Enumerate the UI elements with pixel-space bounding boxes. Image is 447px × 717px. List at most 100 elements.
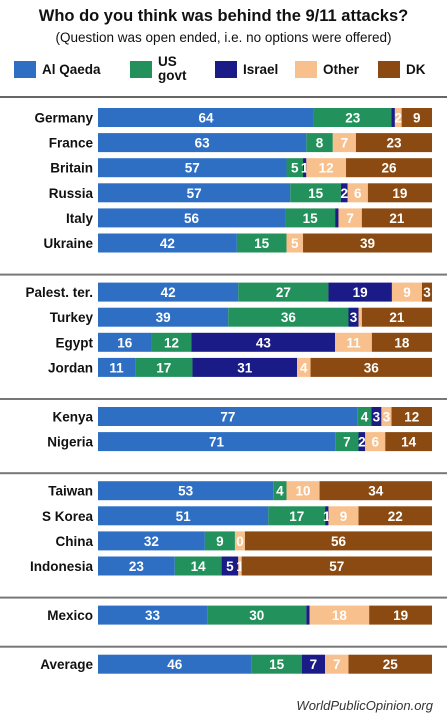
data-label: 7 xyxy=(343,435,351,450)
data-label: 12 xyxy=(164,335,179,350)
bar-segment-china-us-govt xyxy=(204,531,235,551)
data-label: 3 xyxy=(350,310,358,325)
bar-segment-nigeria-us-govt xyxy=(335,432,359,452)
bar-segment-mexico-dk xyxy=(369,605,432,625)
legend-label-other: Other xyxy=(323,61,360,77)
bar-segment-average-other xyxy=(325,654,349,674)
legend: Al Qaeda US govt Israel Other DK xyxy=(0,52,447,96)
data-label: 23 xyxy=(386,136,402,151)
data-label: 12 xyxy=(404,410,419,425)
data-label: 7 xyxy=(333,657,341,672)
bar-segment-indonesia-dk xyxy=(241,556,432,576)
data-label: 16 xyxy=(117,335,133,350)
legend-label-al-qaeda: Al Qaeda xyxy=(42,61,101,77)
data-label: 17 xyxy=(289,509,304,524)
data-label: 51 xyxy=(176,509,192,524)
data-label: 10 xyxy=(296,484,311,499)
bar-segment-egypt-israel xyxy=(191,332,336,352)
bar-row-egypt: Egypt 16 12 43 11 18 xyxy=(55,332,432,352)
data-label: 46 xyxy=(167,657,183,672)
source-credit: WorldPublicOpinion.org xyxy=(296,698,433,713)
data-label: 3 xyxy=(423,285,431,300)
legend-item-israel: Israel xyxy=(215,61,278,78)
bar-segment-kenya-dk xyxy=(391,407,432,426)
bar-segment-russia-other xyxy=(347,183,368,203)
bar-segment-ukraine-other xyxy=(286,233,304,253)
data-label: 11 xyxy=(109,360,124,375)
bar-segment-palest-ter-dk xyxy=(421,282,432,302)
bar-segment-britain-other xyxy=(306,158,347,178)
data-label: 9 xyxy=(403,285,411,300)
data-label: 0 xyxy=(236,534,244,549)
data-label: 2 xyxy=(358,435,366,450)
bar-segment-taiwan-other xyxy=(286,481,320,501)
country-label: Britain xyxy=(50,161,93,176)
group-separator xyxy=(0,645,447,648)
bar-segment-ukraine-dk xyxy=(303,233,432,253)
bar-segment-palest-ter-al-qaeda xyxy=(98,282,239,302)
data-label: 1 xyxy=(301,161,309,176)
bar-row-ukraine: Ukraine 42 15 5 39 xyxy=(43,233,432,253)
country-label: France xyxy=(49,136,94,151)
data-label: 15 xyxy=(308,186,324,201)
data-label: 63 xyxy=(195,136,211,151)
country-label: Jordan xyxy=(48,360,93,375)
bar-segment-indonesia-us-govt xyxy=(174,556,222,576)
data-label: 27 xyxy=(276,285,291,300)
bar-segment-france-al-qaeda xyxy=(98,133,307,153)
header-divider xyxy=(0,96,447,98)
data-label: 1 xyxy=(323,509,331,524)
bar-segment-china-al-qaeda xyxy=(98,531,205,551)
data-label: 30 xyxy=(249,608,264,623)
bar-segment-jordan-israel xyxy=(192,357,298,377)
bar-segment-france-us-govt xyxy=(306,133,333,153)
data-label: 23 xyxy=(129,559,145,574)
bar-segment-nigeria-al-qaeda xyxy=(98,432,336,452)
bar-segment-s-korea-al-qaeda xyxy=(98,506,269,526)
bar-segment-palest-ter-other xyxy=(391,282,422,302)
data-label: 18 xyxy=(332,608,348,623)
data-label: 42 xyxy=(160,236,175,251)
bar-row-russia: Russia 57 15 2 6 19 xyxy=(49,183,432,203)
data-label: 57 xyxy=(329,559,344,574)
data-label: 36 xyxy=(364,360,380,375)
data-label: 7 xyxy=(310,657,318,672)
data-label: 12 xyxy=(319,161,334,176)
bar-segment-egypt-dk xyxy=(371,332,432,352)
bar-segment-nigeria-dk xyxy=(385,432,432,452)
bar-segment-average-israel xyxy=(301,654,326,674)
bar-row-palest-ter: Palest. ter. 42 27 19 9 3 xyxy=(25,282,432,302)
legend-item-other: Other xyxy=(295,61,359,78)
bar-segment-italy-israel xyxy=(335,208,339,228)
bar-segment-turkey-al-qaeda xyxy=(98,307,229,327)
country-label: Taiwan xyxy=(48,484,93,499)
country-label: Turkey xyxy=(50,310,94,325)
bar-segment-turkey-us-govt xyxy=(228,307,349,327)
data-label: 8 xyxy=(316,136,324,151)
data-label: 5 xyxy=(291,161,299,176)
bar-segment-china-dk xyxy=(244,531,432,551)
bar-row-germany: Germany 64 23 2 9 xyxy=(34,108,432,127)
bar-segment-mexico-al-qaeda xyxy=(98,605,208,625)
data-label: 9 xyxy=(340,509,348,524)
country-label: Egypt xyxy=(55,335,93,350)
country-label: Nigeria xyxy=(47,435,93,450)
bar-segment-s-korea-other xyxy=(328,506,359,526)
data-label: 4 xyxy=(300,360,308,375)
bar-segment-jordan-other xyxy=(297,357,311,377)
data-label: 3 xyxy=(383,410,391,425)
bar-row-s-korea: S Korea 51 17 1 9 22 xyxy=(42,506,432,526)
bar-segment-s-korea-us-govt xyxy=(268,506,326,526)
data-label: 26 xyxy=(381,161,397,176)
legend-label-dk: DK xyxy=(406,61,426,77)
bar-segment-taiwan-al-qaeda xyxy=(98,481,274,501)
data-label: 71 xyxy=(209,435,225,450)
bar-segment-indonesia-other xyxy=(238,556,242,576)
bar-segment-average-us-govt xyxy=(251,654,302,674)
data-label: 14 xyxy=(401,435,417,450)
data-label: 5 xyxy=(291,236,299,251)
bar-segment-nigeria-other xyxy=(365,432,386,452)
data-label: 18 xyxy=(394,335,410,350)
data-label: 42 xyxy=(161,285,176,300)
bar-row-turkey: Turkey 39 36 3 21 xyxy=(50,307,432,327)
